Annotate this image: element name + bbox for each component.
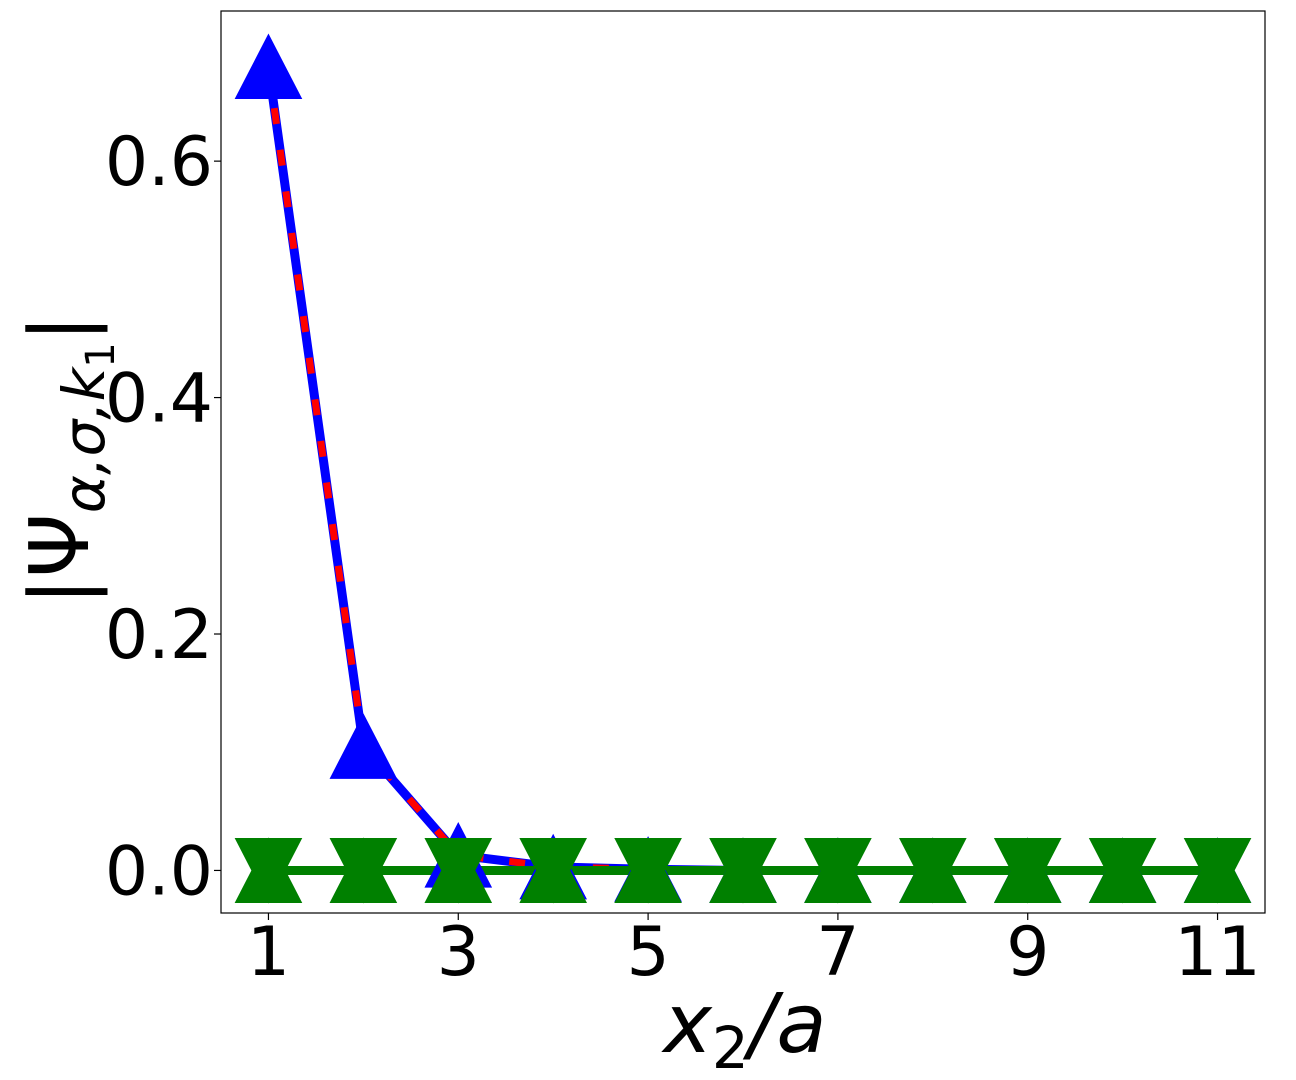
x-axis-label-main: x bbox=[660, 977, 713, 1072]
series-3-marker-6 bbox=[804, 837, 872, 904]
y-axis-label: |Ψα,σ,k1| bbox=[13, 315, 124, 606]
svg-text:|Ψα,σ,k1|: |Ψα,σ,k1| bbox=[13, 315, 124, 606]
series-3-marker-1 bbox=[329, 837, 398, 904]
x-tick-label-4: 9 bbox=[1006, 913, 1049, 992]
plot-area bbox=[221, 11, 1265, 913]
series-3-marker-4 bbox=[614, 837, 682, 904]
x-tick-label-2: 5 bbox=[626, 913, 669, 992]
series-3-marker-5 bbox=[709, 837, 777, 904]
y-axis-label-close: | bbox=[13, 315, 108, 343]
series-3-marker-9 bbox=[1088, 837, 1157, 904]
x-tick-label-5: 11 bbox=[1174, 913, 1261, 992]
series-3-marker-10 bbox=[1183, 837, 1252, 904]
series-3-marker-2 bbox=[424, 837, 493, 904]
x-axis-label: x2/a bbox=[660, 977, 826, 1080]
y-tick-label-2: 0.4 bbox=[105, 360, 213, 439]
x-axis-label-sub: 2 bbox=[712, 1014, 749, 1080]
y-axis-label-subsub: 1 bbox=[78, 342, 124, 367]
series-0-marker-1 bbox=[329, 713, 398, 779]
series-3-marker-0 bbox=[234, 837, 303, 904]
x-tick-label-3: 7 bbox=[816, 913, 859, 992]
x-tick-label-1: 3 bbox=[437, 913, 480, 992]
series-3-marker-3 bbox=[519, 837, 588, 904]
series-3-marker-7 bbox=[898, 837, 967, 904]
y-axis-label-sub: α,σ,k bbox=[50, 365, 118, 513]
x-axis-label-tail: /a bbox=[743, 977, 827, 1072]
y-axis-label-base: |Ψ bbox=[13, 513, 108, 605]
series-3-marker-8 bbox=[993, 837, 1062, 904]
y-tick-label-0: 0.0 bbox=[105, 832, 213, 911]
axes-layer: 1 3 5 7 9 11 0.0 0.2 0.4 0.6 bbox=[105, 123, 1261, 992]
y-tick-label-1: 0.2 bbox=[105, 596, 213, 675]
series-0-marker-0 bbox=[234, 33, 303, 100]
plot-frame bbox=[220, 10, 1266, 914]
y-tick-label-3: 0.6 bbox=[105, 123, 213, 202]
marker-layer bbox=[234, 33, 1252, 904]
x-tick-label-0: 1 bbox=[247, 913, 290, 992]
